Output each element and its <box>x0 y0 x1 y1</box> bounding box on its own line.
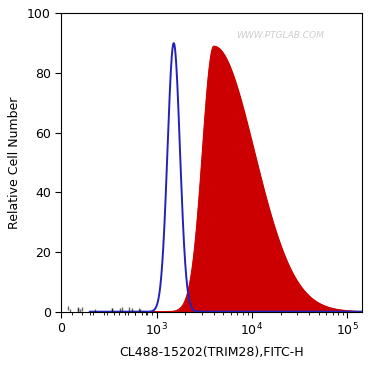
Text: WWW.PTGLAB.COM: WWW.PTGLAB.COM <box>236 31 324 40</box>
Y-axis label: Relative Cell Number: Relative Cell Number <box>9 96 21 229</box>
X-axis label: CL488-15202(TRIM28),FITC-H: CL488-15202(TRIM28),FITC-H <box>119 346 304 359</box>
